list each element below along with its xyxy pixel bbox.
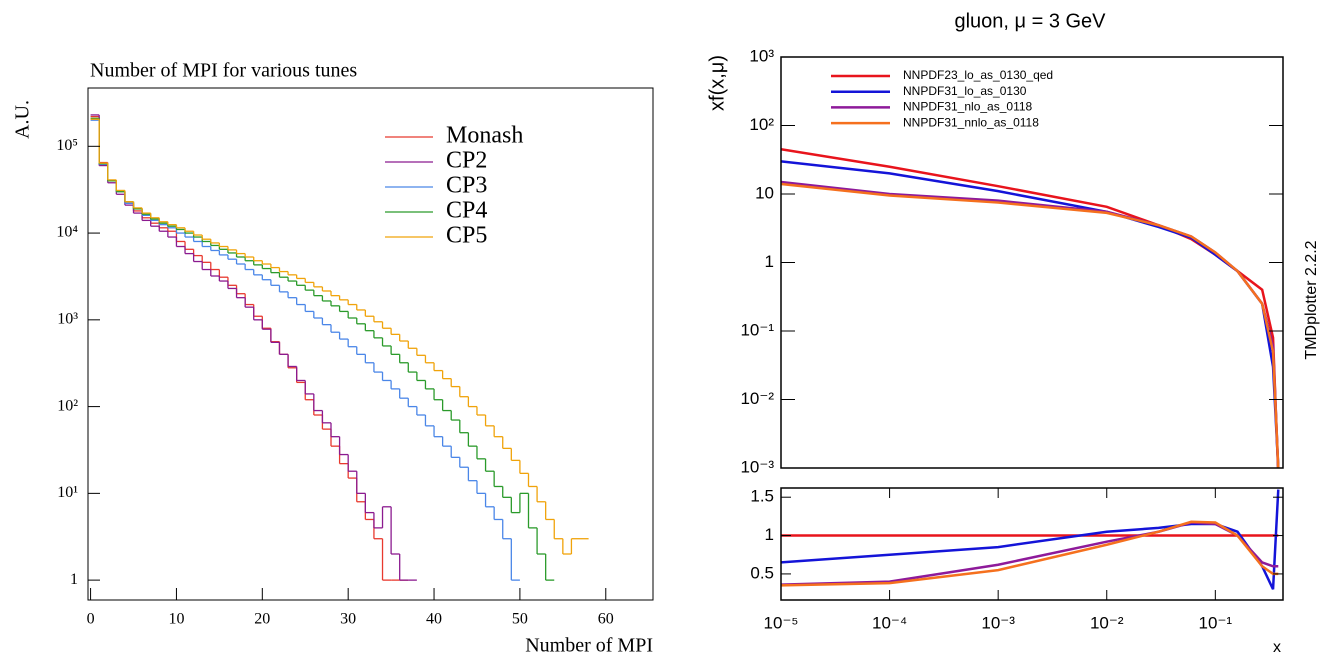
x-tick-label: 10⁻⁵ (764, 613, 799, 632)
y-tick-label: 10³ (749, 46, 774, 65)
x-axis-label: x (1273, 639, 1281, 656)
plot-area (781, 489, 1280, 590)
y-tick-label: 10² (57, 397, 78, 414)
series-line (781, 521, 1279, 586)
y-tick-label: 10⁴ (56, 224, 78, 241)
series-line (781, 180, 1280, 468)
plot-frame (87, 87, 654, 601)
y-axis-label: xf(x,μ) (706, 55, 728, 111)
y-tick-label: 10⁻² (740, 389, 774, 408)
x-tick-label: 10⁻¹ (1199, 613, 1233, 632)
series-line (781, 182, 1280, 468)
y-tick-label: 10¹ (57, 484, 78, 501)
y-tick-label: 10⁻³ (740, 457, 774, 476)
panel: 0 10 20 30 40 50 60 1 10¹ 10² 10³ 10⁴ 10⁵ Number of M… (12, 60, 654, 657)
plot-frame (780, 56, 1284, 469)
y-tick-label: 10 (755, 183, 774, 202)
plot-frame (780, 487, 1284, 601)
panel: 10⁻³ 10⁻² 10⁻¹ 1 10 10² 10³ gluon, μ = 3 GeV xf(… (706, 10, 1320, 476)
y-tick-label: 1 (765, 525, 774, 544)
legend-label: NNPDF31_nlo_as_0118 (903, 100, 1033, 114)
chart-title: Number of MPI for various tunes (90, 60, 357, 82)
x-tick-label: 20 (254, 611, 270, 628)
y-tick-label: 1 (70, 571, 78, 588)
x-tick-label: 50 (512, 611, 528, 628)
series-line (781, 520, 1279, 587)
x-tick-label: 60 (598, 611, 614, 628)
series-line (781, 489, 1280, 590)
legend-label: CP2 (446, 148, 487, 174)
x-axis-label: Number of MPI (525, 635, 653, 657)
y-tick-label: 0.5 (750, 563, 774, 582)
legend-label: NNPDF23_lo_as_0130_qed (903, 68, 1053, 82)
y-axis-label: A.U. (12, 100, 34, 139)
series-line (781, 160, 1280, 468)
x-tick-label: 10 (168, 611, 184, 628)
legend-label: CP5 (446, 223, 487, 249)
legend-label: NNPDF31_lo_as_0130 (903, 84, 1027, 98)
panel: 10⁻⁵ 10⁻⁴ 10⁻³ 10⁻² 10⁻¹ 0.5 1 1.5 x (750, 487, 1284, 656)
x-tick-label: 30 (340, 611, 356, 628)
y-tick-label: 10³ (57, 311, 78, 328)
x-tick-label: 10⁻² (1090, 613, 1124, 632)
y-tick-label: 10² (749, 115, 774, 134)
legend-label: CP3 (446, 173, 487, 199)
y-tick-label: 10⁻¹ (740, 320, 774, 339)
y-tick-label: 1.5 (750, 487, 774, 506)
y-tick-label: 1 (765, 252, 774, 271)
x-tick-label: 10⁻⁴ (872, 613, 907, 632)
legend-label: Monash (446, 123, 523, 149)
chart-title: gluon, μ = 3 GeV (954, 10, 1106, 32)
plot-area (90, 114, 589, 581)
legend-label: NNPDF31_nnlo_as_0118 (903, 115, 1039, 129)
x-tick-label: 10⁻³ (981, 613, 1015, 632)
legend-label: CP4 (446, 198, 487, 224)
y-tick-label: 10⁵ (56, 137, 78, 154)
annotation: TMDplotter 2.2.2 (1303, 240, 1320, 359)
x-tick-label: 0 (87, 611, 95, 628)
x-tick-label: 40 (426, 611, 442, 628)
plot-area (781, 148, 1280, 468)
